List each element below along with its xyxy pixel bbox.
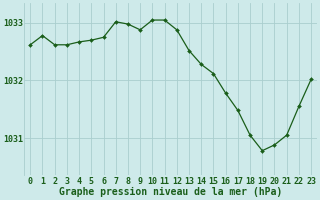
X-axis label: Graphe pression niveau de la mer (hPa): Graphe pression niveau de la mer (hPa)	[59, 187, 282, 197]
